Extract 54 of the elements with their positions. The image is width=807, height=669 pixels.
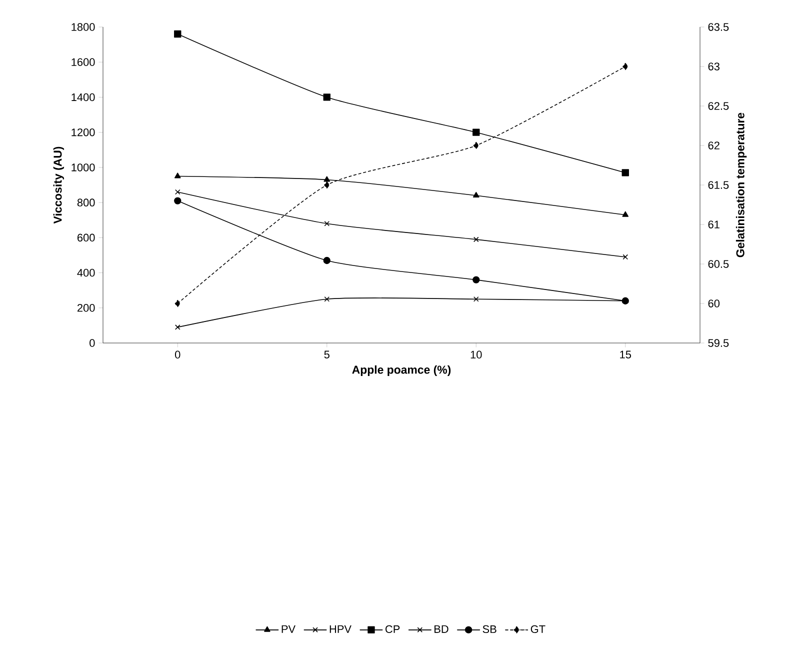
y2-tick-label: 62.5 — [708, 102, 729, 110]
y2-tick-label: 63.5 — [708, 23, 729, 31]
point — [622, 211, 629, 217]
y2-tick-label: 61.5 — [708, 181, 729, 189]
y-tick-label: 0 — [90, 339, 95, 347]
y-tick-label: 200 — [77, 304, 95, 312]
point — [622, 62, 628, 70]
y2-tick-label: 61 — [708, 220, 720, 228]
point — [473, 296, 479, 302]
y-tick-label: 1400 — [72, 93, 95, 102]
y-axis-title: Viccosity (AU) — [53, 146, 64, 224]
point — [324, 220, 330, 226]
y-tick-label: 800 — [77, 198, 95, 206]
y-tick-label: 1600 — [72, 58, 95, 66]
y2-tick-label: 60.5 — [708, 260, 729, 268]
point — [472, 192, 480, 198]
y-tick-label: 1200 — [72, 128, 95, 136]
point — [473, 236, 479, 242]
x-axis-title: Apple poamce (%) — [352, 365, 451, 376]
x-tick-label: 10 — [470, 350, 482, 359]
point — [323, 94, 330, 101]
legend-label: BD — [434, 625, 448, 633]
point — [174, 324, 180, 330]
point — [473, 142, 479, 150]
point — [174, 189, 180, 195]
legend-label: SB — [482, 625, 496, 634]
point — [174, 300, 180, 308]
point — [174, 30, 182, 38]
point — [622, 169, 629, 176]
legend-label: HPV — [330, 625, 352, 633]
x-tick-label: 15 — [620, 350, 632, 358]
legend-label: CP — [386, 625, 400, 634]
point — [323, 256, 330, 264]
y-tick-label: 400 — [77, 268, 95, 277]
y-tick-label: 1800 — [72, 23, 95, 31]
y-tick-label: 1000 — [72, 164, 95, 172]
x-tick-label: 0 — [175, 350, 180, 359]
legend-label: PV — [282, 625, 296, 633]
y-tick-label: 600 — [78, 234, 95, 242]
legend-label: GT — [530, 625, 546, 634]
y2-tick-label: 60 — [708, 300, 720, 308]
y2-tick-label: 63 — [708, 62, 720, 70]
point — [472, 276, 480, 284]
y2-tick-label: 62 — [708, 142, 720, 150]
point — [324, 176, 330, 182]
x-tick-label: 5 — [324, 350, 330, 358]
point — [174, 197, 182, 204]
y2-axis-title: Gelatinisation temperature — [736, 112, 747, 258]
point — [324, 296, 330, 302]
y2-tick-label: 59.5 — [708, 339, 729, 347]
point — [622, 254, 628, 260]
point — [174, 172, 181, 178]
point — [472, 128, 480, 136]
point — [324, 181, 330, 189]
